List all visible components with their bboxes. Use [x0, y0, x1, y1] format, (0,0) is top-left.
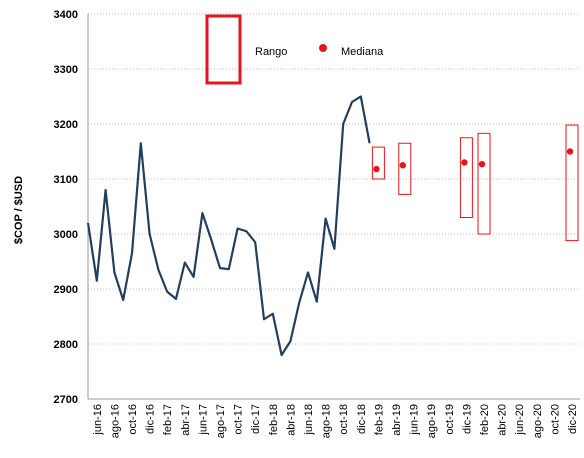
x-tick-label: ago-19 [426, 404, 438, 438]
x-tick-label: abr-18 [285, 404, 297, 436]
x-tick-label: ago-16 [109, 404, 121, 438]
x-tick-label: oct-20 [549, 404, 561, 435]
y-axis-title: $COP / $USD [13, 176, 25, 244]
y-tick-label: 2900 [54, 284, 78, 296]
x-tick-label: feb-18 [268, 404, 280, 435]
y-tick-label: 3100 [54, 174, 78, 186]
x-tick-label: abr-17 [180, 404, 192, 436]
x-tick-label: oct-18 [338, 404, 350, 435]
median-dot [461, 159, 468, 166]
x-tick-label: feb-19 [373, 404, 385, 435]
x-tick-label: abr-19 [391, 404, 403, 436]
x-tick-label: jun-18 [303, 404, 315, 436]
legend-swatch [319, 44, 327, 52]
median-dot [399, 162, 406, 169]
y-tick-label: 3300 [54, 64, 78, 76]
x-tick-label: dic-18 [356, 404, 368, 434]
x-tick-label: jun-20 [514, 404, 526, 436]
x-tick-label: ago-20 [532, 404, 544, 438]
range-box [459, 137, 473, 218]
legend-label: Mediana [341, 46, 384, 58]
x-tick-label: abr-20 [497, 404, 509, 436]
x-tick-label: dic-19 [461, 404, 473, 434]
y-tick-label: 3400 [54, 9, 78, 21]
line [86, 95, 371, 357]
y-tick-label: 2700 [54, 394, 78, 406]
legend-label: Rango [255, 46, 287, 58]
x-tick-label: jun-17 [197, 404, 209, 436]
range-box [371, 146, 385, 180]
median-dot [478, 160, 486, 168]
range-box [565, 124, 579, 242]
x-tick-label: dic-16 [145, 404, 157, 434]
y-tick-label: 3200 [54, 119, 78, 131]
x-tick-label: ago-18 [321, 404, 333, 438]
x-tick-label: oct-19 [444, 404, 456, 435]
x-tick-label: oct-17 [233, 404, 245, 435]
x-tick-label: ago-17 [215, 404, 227, 438]
median-dot [373, 165, 380, 173]
y-tick-label: 2800 [54, 339, 78, 351]
x-tick-label: feb-20 [479, 404, 491, 435]
range-box [398, 142, 412, 195]
x-tick-label: jun-16 [92, 404, 104, 436]
x-tick-label: jun-19 [409, 404, 421, 436]
range-box [477, 132, 491, 235]
legend-swatch [205, 14, 242, 85]
y-tick-label: 3000 [54, 229, 78, 241]
median-dot [566, 148, 574, 155]
x-tick-label: dic-17 [250, 404, 262, 434]
x-tick-label: oct-16 [127, 404, 139, 435]
x-tick-label: dic-20 [567, 404, 579, 434]
x-tick-label: feb-17 [162, 404, 174, 435]
